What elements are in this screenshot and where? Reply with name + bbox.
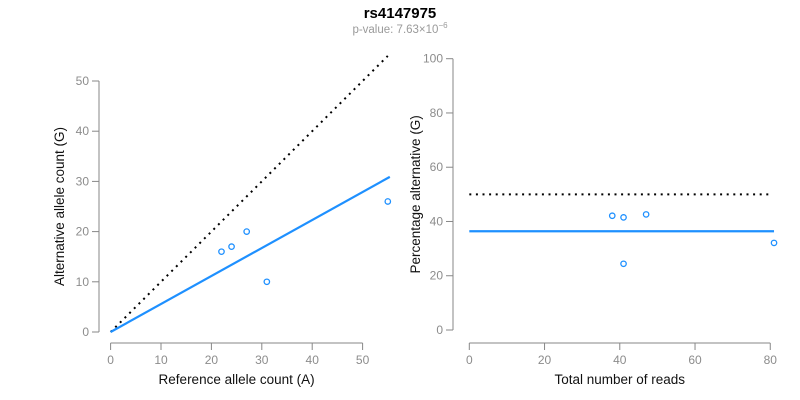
data-point	[243, 228, 251, 235]
allele-counts-plot: 0 10 20 30 40 50 Alternative allele count (G) 0…	[52, 55, 392, 387]
y-axis-title: Alternative allele count (G)	[52, 127, 67, 286]
pvalue-exponent: −6	[438, 21, 448, 31]
x-axis-title: Reference allele count (A)	[159, 372, 315, 387]
data-point	[770, 239, 778, 247]
fit-line	[110, 175, 391, 333]
x-tick-label: 10	[154, 353, 168, 367]
x-tick-label: 30	[255, 353, 269, 367]
y-tick-label: 0	[82, 325, 89, 339]
y-tick-label: 0	[436, 323, 443, 337]
x-axis-title: Total number of reads	[554, 372, 685, 387]
x-tick-label: 40	[306, 353, 320, 367]
x-tick-label: 50	[356, 353, 370, 367]
x-tick-label: 40	[613, 353, 627, 367]
x-tick-label: 0	[107, 353, 114, 367]
page-title: rs4147975	[363, 5, 437, 22]
data-point	[228, 243, 235, 251]
data-point	[620, 214, 627, 221]
data-point	[218, 248, 225, 256]
y-tick-label: 40	[430, 214, 444, 228]
y-tick-label: 30	[76, 174, 90, 188]
y-tick-label: 10	[76, 275, 90, 289]
y-tick-label: 40	[76, 124, 90, 138]
x-tick-label: 0	[466, 353, 473, 367]
x-tick-label: 80	[764, 353, 778, 367]
pvalue-subtitle: p-value: 7.63×10−6	[0, 21, 800, 37]
data-point	[608, 212, 616, 220]
y-tick-label: 20	[430, 269, 444, 283]
y-tick-label: 100	[423, 52, 443, 66]
y-tick-label: 20	[76, 225, 90, 239]
y-tick-label: 60	[430, 160, 444, 174]
data-point	[263, 278, 271, 286]
identity-line	[109, 55, 389, 333]
percentage-alternative-plot: 0 20 40 60 80 100 Percentage alternative (G) 0 2…	[408, 52, 778, 387]
data-point	[642, 211, 650, 218]
data-point	[620, 260, 627, 268]
x-tick-label: 60	[688, 353, 702, 367]
data-point	[384, 198, 392, 205]
pvalue-text: p-value: 7.63×10	[352, 24, 439, 37]
x-tick-label: 20	[205, 353, 219, 367]
plot-header: rs4147975 p-value: 7.63×10−6	[0, 5, 800, 37]
y-tick-label: 50	[76, 74, 90, 88]
y-axis-title: Percentage alternative (G)	[408, 115, 423, 273]
y-tick-label: 80	[430, 106, 444, 120]
x-tick-label: 20	[538, 353, 552, 367]
